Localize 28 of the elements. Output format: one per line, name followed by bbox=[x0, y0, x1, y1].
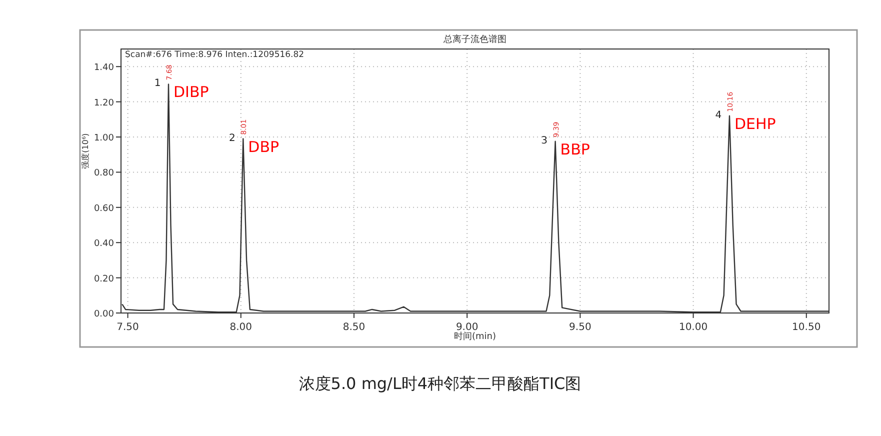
annotation: 3 bbox=[541, 135, 548, 146]
x-tick-label: 10.50 bbox=[792, 322, 821, 333]
annotation: 2 bbox=[228, 132, 236, 144]
x-tick-label: 9.50 bbox=[569, 322, 592, 333]
y-axis-title: 强度(10⁶) bbox=[81, 133, 90, 169]
text: 浓度5.0 mg/L时4种邻苯二甲酸酯TIC图 bbox=[298, 374, 582, 393]
x-tick-label: 7.50 bbox=[116, 322, 139, 333]
x-tick-label: 9.00 bbox=[456, 322, 478, 333]
annotation: DBP bbox=[248, 138, 280, 156]
y-tick-label: 0.60 bbox=[94, 204, 114, 214]
annotation: Scan#:676 Time:8.976 Inten.:1209516.82 bbox=[125, 50, 304, 60]
annotation: DEHP bbox=[734, 114, 776, 133]
y-tick-label: 1.00 bbox=[94, 134, 114, 144]
y-tick-label: 0.20 bbox=[94, 274, 114, 284]
annotation: 1 bbox=[154, 78, 161, 90]
y-tick-label: 0.80 bbox=[94, 168, 114, 179]
y-tick-label: 0.40 bbox=[94, 239, 114, 250]
x-tick-label: 8.50 bbox=[342, 322, 366, 333]
y-tick-label: 0.00 bbox=[94, 310, 114, 320]
annotation: DIBP bbox=[174, 83, 209, 102]
x-tick-label: 8.00 bbox=[230, 322, 252, 333]
annotation: BBP bbox=[560, 140, 590, 158]
y-tick-label: 1.40 bbox=[94, 63, 114, 74]
y-tick-label: 1.20 bbox=[94, 98, 114, 108]
chart-title: 总离子流色谱图 bbox=[442, 34, 506, 45]
x-tick-label: 10.00 bbox=[678, 322, 708, 333]
annotation: 4 bbox=[715, 110, 722, 121]
x-axis-title: 时间(min) bbox=[454, 331, 496, 342]
